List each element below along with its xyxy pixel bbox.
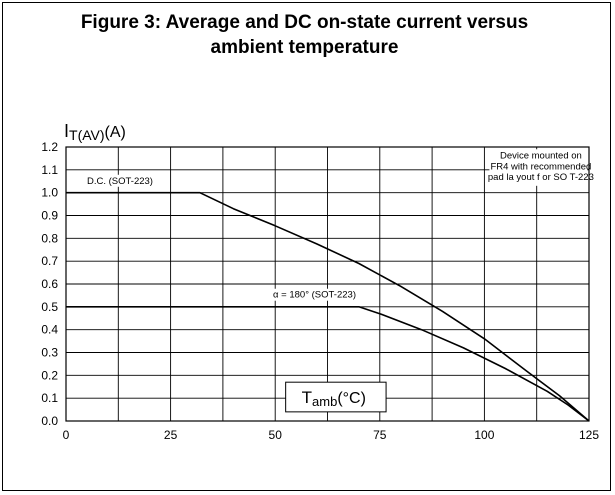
y-axis-label-sub: T(AV)	[69, 127, 105, 143]
annotation-box: Device mounted on FR4 with recommended p…	[488, 149, 594, 186]
y-tick-label: 0.3	[41, 346, 58, 360]
x-tick-label: 25	[164, 428, 178, 442]
y-tick-label: 1.1	[41, 163, 58, 177]
y-axis-label-main: I	[64, 121, 69, 141]
y-axis-label-unit: (A)	[105, 124, 126, 141]
x-tick-label: 50	[269, 428, 283, 442]
series-lines	[66, 191, 590, 422]
title-line-1: Figure 3: Average and DC on-state curren…	[80, 12, 529, 33]
x-axis-label-main: T	[302, 388, 312, 407]
x-tick-label: 0	[63, 428, 70, 442]
plot-border	[65, 146, 590, 422]
x-axis-label: Tamb(°C)	[302, 388, 366, 409]
series-line-0	[66, 191, 590, 422]
annotation-line-2: FR4 with recommended	[490, 161, 591, 172]
chart-title: Figure 3: Average and DC on-state curren…	[0, 10, 609, 60]
series-label-alpha-text: α = 180° (SOT-223)	[273, 290, 356, 301]
annotation-line-1: Device mounted on	[500, 151, 582, 162]
y-tick-labels: 0.0 0.1 0.2 0.3 0.4 0.5 0.6 0.7 0.8 0.9 1.0 1.1 1.2	[41, 140, 58, 428]
y-tick-label: 0.8	[41, 231, 58, 245]
x-tick-label: 100	[474, 428, 494, 442]
series-label-dc: D.C. (SOT-223)	[83, 174, 156, 187]
y-tick-label: 0.6	[41, 277, 58, 291]
x-axis-label-box: Tamb(°C)	[285, 381, 387, 413]
annotation-line-3: pad la yout f or SO T-223	[488, 172, 594, 183]
y-tick-label: 0.4	[41, 323, 58, 337]
y-tick-label: 0.1	[41, 391, 58, 405]
title-line-2: ambient temperature	[210, 37, 399, 58]
y-tick-label: 1.2	[41, 140, 58, 154]
x-tick-labels: 0 25 50 75 100 125	[63, 428, 600, 442]
y-tick-label: 1.0	[41, 186, 58, 200]
y-axis-label: IT(AV)(A)	[64, 121, 126, 143]
y-tick-label: 0.7	[41, 254, 58, 268]
y-tick-label: 0.9	[41, 209, 58, 223]
x-axis-label-sub: amb	[312, 394, 337, 409]
grid	[65, 146, 590, 422]
y-tick-label: 0.0	[41, 414, 58, 428]
x-tick-label: 75	[373, 428, 387, 442]
x-axis-label-unit: (°C)	[337, 390, 366, 407]
y-tick-label: 0.5	[41, 300, 58, 314]
x-tick-label: 125	[579, 428, 599, 442]
series-label-alpha: α = 180° (SOT-223)	[270, 288, 360, 301]
y-tick-label: 0.2	[41, 368, 58, 382]
series-label-dc-text: D.C. (SOT-223)	[87, 176, 153, 187]
series-line-1	[66, 305, 590, 422]
